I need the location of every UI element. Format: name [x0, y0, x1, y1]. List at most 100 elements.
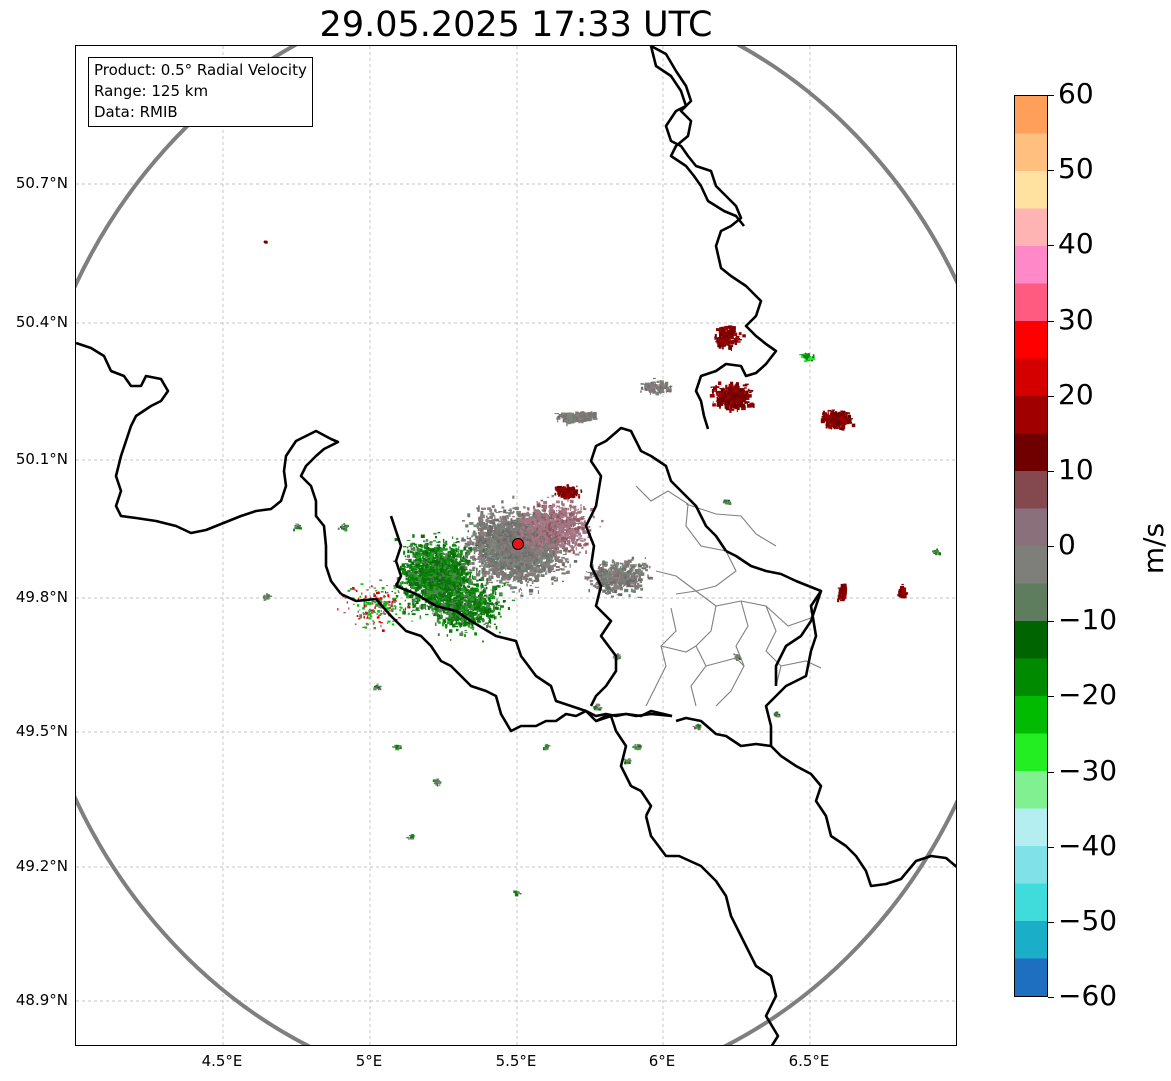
echo-pixel [411, 561, 415, 565]
echo-pixel [464, 634, 466, 637]
echo-pixel [434, 574, 437, 578]
echo-pixel [427, 565, 429, 568]
echo-pixel [442, 622, 444, 625]
echo-pixel [537, 570, 541, 573]
echo-pixel [542, 552, 544, 556]
echo-pixel [565, 559, 567, 563]
echo-pixel [433, 599, 437, 603]
echo-pixel [464, 586, 467, 590]
echo-pixel [433, 614, 436, 617]
echo-pixel [405, 577, 409, 581]
echo-pixel [466, 537, 471, 540]
echo-pixel [504, 551, 509, 554]
echo-pixel [455, 620, 458, 625]
echo-pixel [525, 543, 528, 547]
echo-pixel [502, 516, 505, 520]
echo-pixel [485, 562, 487, 566]
echo-pixel [537, 559, 539, 561]
echo-pixel [497, 604, 501, 607]
echo-pixel [498, 536, 502, 539]
echo-pixel [451, 566, 453, 570]
echo-pixel [459, 605, 461, 608]
echo-pixel [452, 536, 454, 539]
echo-pixel [462, 576, 466, 579]
echo-pixel [413, 588, 415, 590]
echo-pixel [418, 574, 420, 576]
echo-pixel [413, 598, 416, 603]
echo-pixel [424, 593, 427, 598]
echo-pixel [494, 530, 497, 533]
echo-pixel [451, 577, 455, 581]
echo-pixel [439, 598, 444, 602]
echo-pixel [561, 572, 566, 575]
echo-pixel [467, 563, 470, 566]
echo-pixel [483, 566, 485, 569]
echo-pixel [420, 569, 422, 571]
echo-pixel [444, 543, 448, 546]
echo-pixel [460, 599, 464, 602]
echo-pixel [493, 524, 497, 526]
echo-pixel [523, 570, 528, 572]
echo-pixel [427, 564, 429, 568]
echo-pixel [450, 566, 452, 569]
echo-pixel [462, 576, 465, 578]
radar-echoes [263, 240, 942, 897]
echo-pixel [424, 556, 427, 559]
echo-pixel [501, 525, 506, 527]
echo-pixel [544, 549, 547, 553]
echo-pixel [448, 584, 452, 588]
echo-pixel [438, 557, 440, 561]
echo-pixel [486, 615, 491, 617]
echo-pixel [485, 538, 489, 540]
echo-pixel [555, 569, 560, 571]
echo-pixel [472, 568, 475, 571]
echo-pixel [465, 606, 469, 610]
echo-pixel [461, 606, 465, 609]
echo-pixel [520, 594, 524, 597]
echo-pixel [535, 569, 538, 574]
echo-pixel [464, 631, 468, 633]
echo-pixel [540, 574, 545, 577]
echo-pixel [512, 507, 516, 510]
echo-pixel [410, 585, 414, 588]
echo-pixel [487, 596, 491, 601]
echo-pixel [460, 601, 464, 604]
echo-pixel [445, 580, 448, 583]
echo-pixel [440, 556, 443, 560]
echo-pixel [476, 507, 480, 510]
echo-pixel [479, 554, 483, 558]
echo-pixel [405, 558, 409, 560]
echo-pixel [418, 582, 420, 584]
echo-pixel [461, 619, 464, 623]
echo-pixel [503, 529, 509, 532]
echo-pixel [445, 571, 448, 575]
echo-pixel [450, 605, 454, 609]
echo-pixel [465, 573, 469, 576]
echo-pixel [474, 617, 476, 621]
echo-pixel [419, 572, 422, 576]
echo-pixel [437, 531, 441, 534]
echo-pixel [488, 575, 491, 579]
echo-pixel [432, 565, 437, 569]
echo-pixel [529, 585, 533, 587]
echo-pixel [444, 565, 446, 567]
echo-pixel [474, 587, 478, 592]
echo-pixel [513, 575, 517, 579]
echo-pixel [443, 561, 446, 565]
echo-pixel [526, 581, 530, 583]
echo-pixel [453, 542, 455, 545]
echo-pixel [475, 596, 479, 598]
echo-pixel [469, 547, 473, 551]
echo-pixel [465, 552, 468, 556]
echo-pixel [460, 580, 465, 585]
echo-pixel [414, 588, 417, 592]
echo-pixel [495, 571, 500, 576]
echo-pixel [487, 507, 491, 511]
radar-map[interactable] [75, 45, 957, 1046]
echo-pixel [553, 579, 558, 582]
echo-pixel [420, 604, 423, 608]
echo-pixel [437, 614, 441, 618]
echo-pixel [451, 558, 455, 561]
echo-pixel [455, 547, 457, 551]
echo-pixel [473, 601, 476, 605]
